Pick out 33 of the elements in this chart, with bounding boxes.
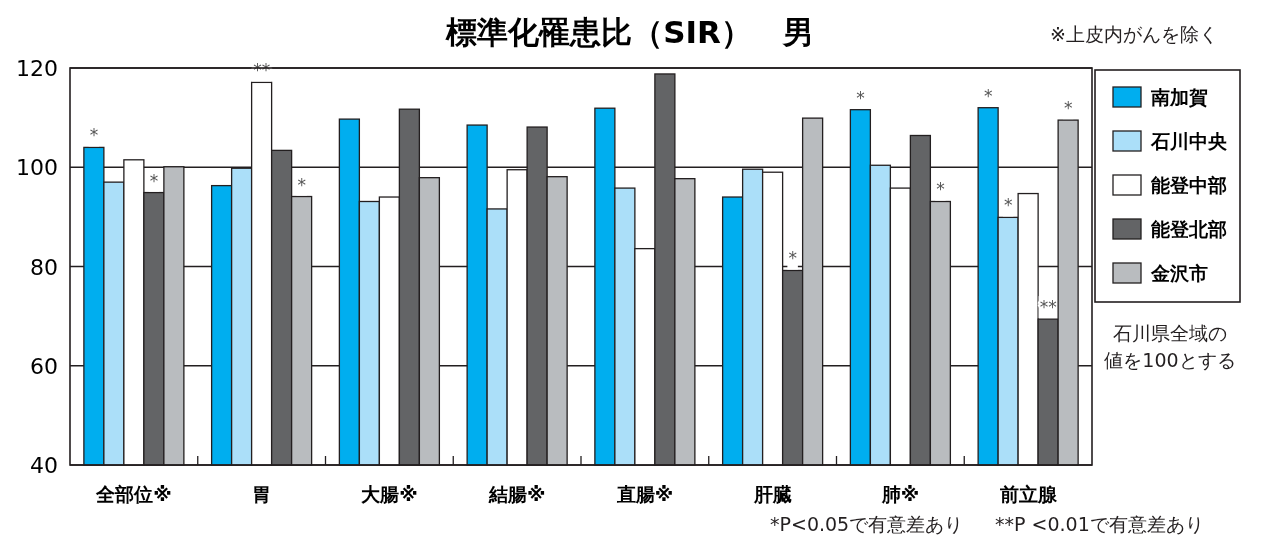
legend-label: 能登中部 — [1151, 174, 1227, 196]
text: *P<0.05で有意差あり — [770, 512, 964, 537]
x-tick-label: 直腸※ — [615, 483, 674, 505]
x-tick-label: 胃 — [252, 483, 272, 505]
y-tick-label: 40 — [30, 453, 58, 478]
x-tick-label: 前立腺 — [998, 483, 1058, 505]
text: ※上皮内がんを除く — [1050, 22, 1218, 47]
x-tick-label: 大腸※ — [361, 483, 418, 505]
x-tick-label: 肺※ — [880, 483, 920, 505]
x-tick-label: 結腸※ — [487, 483, 546, 505]
data-label: * — [1063, 98, 1073, 119]
legend-label: 金沢市 — [1150, 262, 1208, 284]
data-label: * — [1003, 195, 1013, 216]
text: **P <0.01で有意差あり — [995, 512, 1204, 537]
data-label: * — [149, 170, 159, 191]
data-label: ** — [1039, 297, 1057, 318]
y-tick-label: 80 — [30, 254, 58, 280]
legend-label: 石川中央 — [1150, 130, 1228, 152]
data-label: * — [856, 87, 865, 108]
x-tick-label: 肝臓 — [752, 483, 792, 505]
legend-label: 能登北部 — [1151, 218, 1227, 240]
x-tick-label: 全部位※ — [95, 483, 172, 505]
data-label: * — [936, 179, 945, 200]
data-label: * — [983, 85, 993, 106]
data-label: * — [89, 125, 99, 146]
data-label: * — [297, 174, 306, 195]
y-tick-label: 120 — [16, 56, 58, 81]
chart-title: 標準化罹患比（SIR） 男 — [445, 14, 814, 50]
data-label: * — [788, 248, 797, 269]
y-tick-label: 60 — [30, 353, 58, 379]
legend-label: 南加賀 — [1150, 86, 1208, 108]
y-tick-label: 100 — [16, 155, 58, 181]
text: 石川県全域の値を100とする — [1103, 321, 1237, 373]
